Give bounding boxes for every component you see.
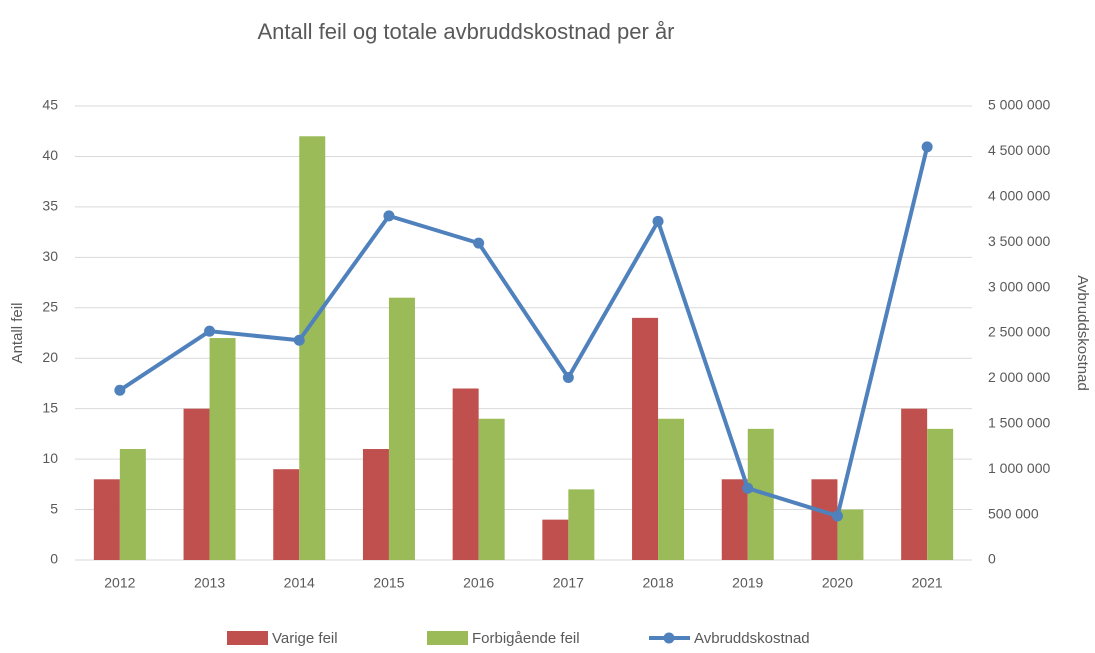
line-marker: [562, 371, 574, 383]
bar: [721, 479, 748, 560]
line-marker: [921, 141, 933, 153]
bar: [452, 388, 479, 560]
bar: [658, 418, 685, 560]
line: [118, 146, 930, 518]
y-tick-label: 40: [42, 147, 58, 163]
line-marker: [831, 510, 843, 522]
bar: [568, 489, 595, 560]
x-tick-label: 2019: [732, 575, 763, 591]
legend-swatch: [227, 631, 268, 645]
bar: [209, 338, 236, 560]
x-tick-label: 2012: [104, 575, 135, 591]
y2-tick-label: 4 000 000: [988, 188, 1050, 204]
legend-marker: [663, 632, 675, 644]
legend-swatch: [427, 631, 468, 645]
x-tick-label: 2020: [822, 575, 853, 591]
line-marker: [652, 215, 664, 227]
y2-tick-label: 0: [988, 551, 996, 567]
y-tick-label: 0: [50, 551, 58, 567]
y-axis-title: Antall feil: [9, 303, 26, 364]
y2-tick-label: 5 000 000: [988, 97, 1050, 113]
x-tick-label: 2021: [912, 575, 943, 591]
bar: [478, 418, 505, 560]
bar: [811, 479, 838, 560]
y2-tick-label: 3 000 000: [988, 278, 1050, 294]
y-tick-label: 25: [42, 298, 58, 314]
bar: [388, 297, 415, 560]
y-tick-label: 30: [42, 248, 58, 264]
y2-axis-title: Avbruddskostnad: [1074, 275, 1091, 391]
bar: [542, 519, 569, 560]
x-tick-label: 2014: [284, 575, 315, 591]
x-tick-label: 2015: [373, 575, 404, 591]
legend-label: Avbruddskostnad: [694, 630, 810, 647]
bar: [927, 428, 954, 560]
y-tick-label: 20: [42, 349, 58, 365]
x-tick-label: 2016: [463, 575, 494, 591]
y-tick-label: 10: [42, 450, 58, 466]
line-marker: [114, 384, 126, 396]
x-tick-label: 2018: [642, 575, 673, 591]
y2-tick-label: 2 500 000: [988, 324, 1050, 340]
y-tick-label: 35: [42, 198, 58, 214]
chart-title: Antall feil og totale avbruddskostnad pe…: [257, 19, 674, 44]
bar: [93, 479, 120, 560]
line-marker: [383, 210, 395, 222]
bar: [119, 449, 146, 560]
x-tick-label: 2013: [194, 575, 225, 591]
bar: [362, 449, 389, 560]
legend-label: Forbigående feil: [472, 630, 580, 647]
bar: [632, 317, 659, 560]
line-marker: [293, 334, 305, 346]
line-marker: [204, 325, 216, 337]
legend-label: Varige feil: [272, 630, 338, 647]
line-marker: [473, 237, 485, 249]
y-tick-label: 5: [50, 500, 58, 516]
y2-tick-label: 2 000 000: [988, 369, 1050, 385]
x-tick-label: 2017: [553, 575, 584, 591]
bar: [901, 408, 928, 560]
y2-tick-label: 1 500 000: [988, 415, 1050, 431]
y-tick-label: 15: [42, 399, 58, 415]
bar: [299, 136, 326, 560]
y2-tick-label: 500 000: [988, 505, 1039, 521]
y-tick-label: 45: [42, 97, 58, 113]
bar: [273, 469, 300, 560]
y2-tick-label: 4 500 000: [988, 142, 1050, 158]
bar: [183, 408, 210, 560]
y2-tick-label: 3 500 000: [988, 233, 1050, 249]
line-marker: [742, 482, 754, 494]
y2-tick-label: 1 000 000: [988, 460, 1050, 476]
